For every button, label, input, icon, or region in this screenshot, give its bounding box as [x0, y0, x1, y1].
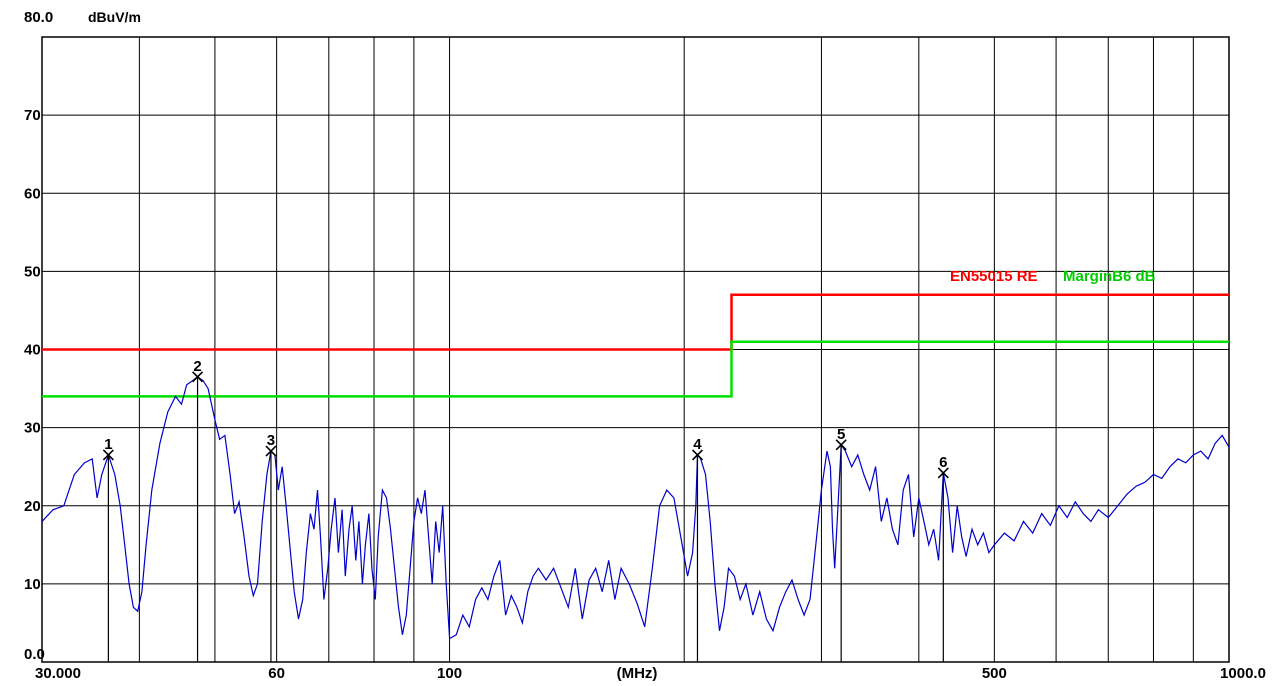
y-tick-label: 40: [24, 342, 41, 359]
limit-lines: [42, 293, 1229, 398]
x-tick-label: 1000.0: [1220, 665, 1266, 682]
x-axis-unit: (MHz): [617, 665, 658, 682]
marker-label: 2: [193, 358, 201, 375]
marker-label: 6: [939, 454, 947, 471]
y-axis-unit: dBuV/m: [88, 9, 141, 25]
series-line-1: [41, 376, 1230, 640]
limit-line-1: [42, 293, 1229, 351]
x-tick-label: 60: [268, 665, 285, 682]
marker-cross: [691, 449, 704, 461]
x-tick-label: 100: [437, 665, 462, 682]
y-tick-label: 20: [24, 498, 41, 515]
marker-label: 3: [267, 432, 275, 449]
marker-label: 4: [693, 436, 702, 453]
measurement-series: [41, 376, 1230, 640]
y-tick-label: 30: [24, 420, 41, 437]
y-tick-label: 70: [24, 107, 41, 124]
y-tick-label: 60: [24, 185, 41, 202]
limit-line-2: [42, 340, 1229, 398]
x-tick-label: 500: [982, 665, 1007, 682]
limit-label-margin: MarginB6 dB: [1063, 268, 1156, 285]
marker-cross: [191, 371, 204, 383]
limit-label-class-b: EN55015 RE: [950, 268, 1038, 285]
marker-cross: [937, 467, 949, 479]
y-tick-label: 50: [24, 263, 41, 280]
y-tick-label: 80.0: [24, 9, 53, 26]
marker-cross: [265, 445, 277, 457]
marker-label: 1: [104, 436, 112, 453]
y-tick-label: 0.0: [24, 646, 45, 663]
marker-cross: [835, 439, 847, 451]
x-tick-label: 30.000: [35, 665, 81, 682]
marker-label: 5: [837, 426, 845, 443]
markers: 1 2 3 4 5 6: [102, 358, 949, 662]
marker-cross: [102, 449, 114, 461]
tick-labels: 80.0 70 60 50 40 30 20 10 0.0 30.000 60 100 500 1000.…: [24, 9, 1266, 682]
y-tick-label: 10: [24, 576, 41, 593]
